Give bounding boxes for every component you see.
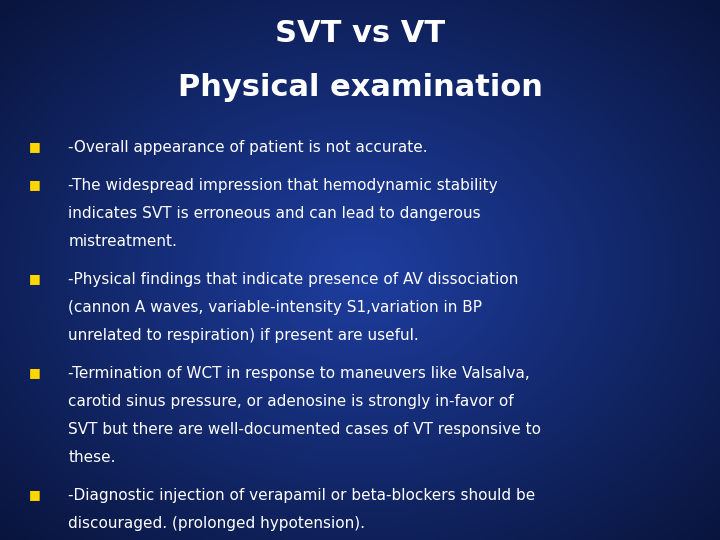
Text: -Diagnostic injection of verapamil or beta-blockers should be: -Diagnostic injection of verapamil or be… xyxy=(68,488,536,503)
Text: ■: ■ xyxy=(29,140,40,153)
Text: these.: these. xyxy=(68,450,116,465)
Text: mistreatment.: mistreatment. xyxy=(68,234,177,249)
Text: carotid sinus pressure, or adenosine is strongly in-favor of: carotid sinus pressure, or adenosine is … xyxy=(68,394,514,409)
Text: -Physical findings that indicate presence of AV dissociation: -Physical findings that indicate presenc… xyxy=(68,272,519,287)
Text: -The widespread impression that hemodynamic stability: -The widespread impression that hemodyna… xyxy=(68,178,498,193)
Text: indicates SVT is erroneous and can lead to dangerous: indicates SVT is erroneous and can lead … xyxy=(68,206,481,221)
Text: unrelated to respiration) if present are useful.: unrelated to respiration) if present are… xyxy=(68,328,419,343)
Text: ■: ■ xyxy=(29,488,40,501)
Text: SVT vs VT: SVT vs VT xyxy=(275,19,445,48)
Text: Physical examination: Physical examination xyxy=(178,73,542,102)
Text: SVT but there are well-documented cases of VT responsive to: SVT but there are well-documented cases … xyxy=(68,422,541,437)
Text: ■: ■ xyxy=(29,272,40,285)
Text: ■: ■ xyxy=(29,366,40,379)
Text: (cannon A waves, variable-intensity S1,variation in BP: (cannon A waves, variable-intensity S1,v… xyxy=(68,300,482,315)
Text: -Termination of WCT in response to maneuvers like Valsalva,: -Termination of WCT in response to maneu… xyxy=(68,366,530,381)
Text: -Overall appearance of patient is not accurate.: -Overall appearance of patient is not ac… xyxy=(68,140,428,156)
Text: discouraged. (prolonged hypotension).: discouraged. (prolonged hypotension). xyxy=(68,516,365,531)
Text: ■: ■ xyxy=(29,178,40,191)
